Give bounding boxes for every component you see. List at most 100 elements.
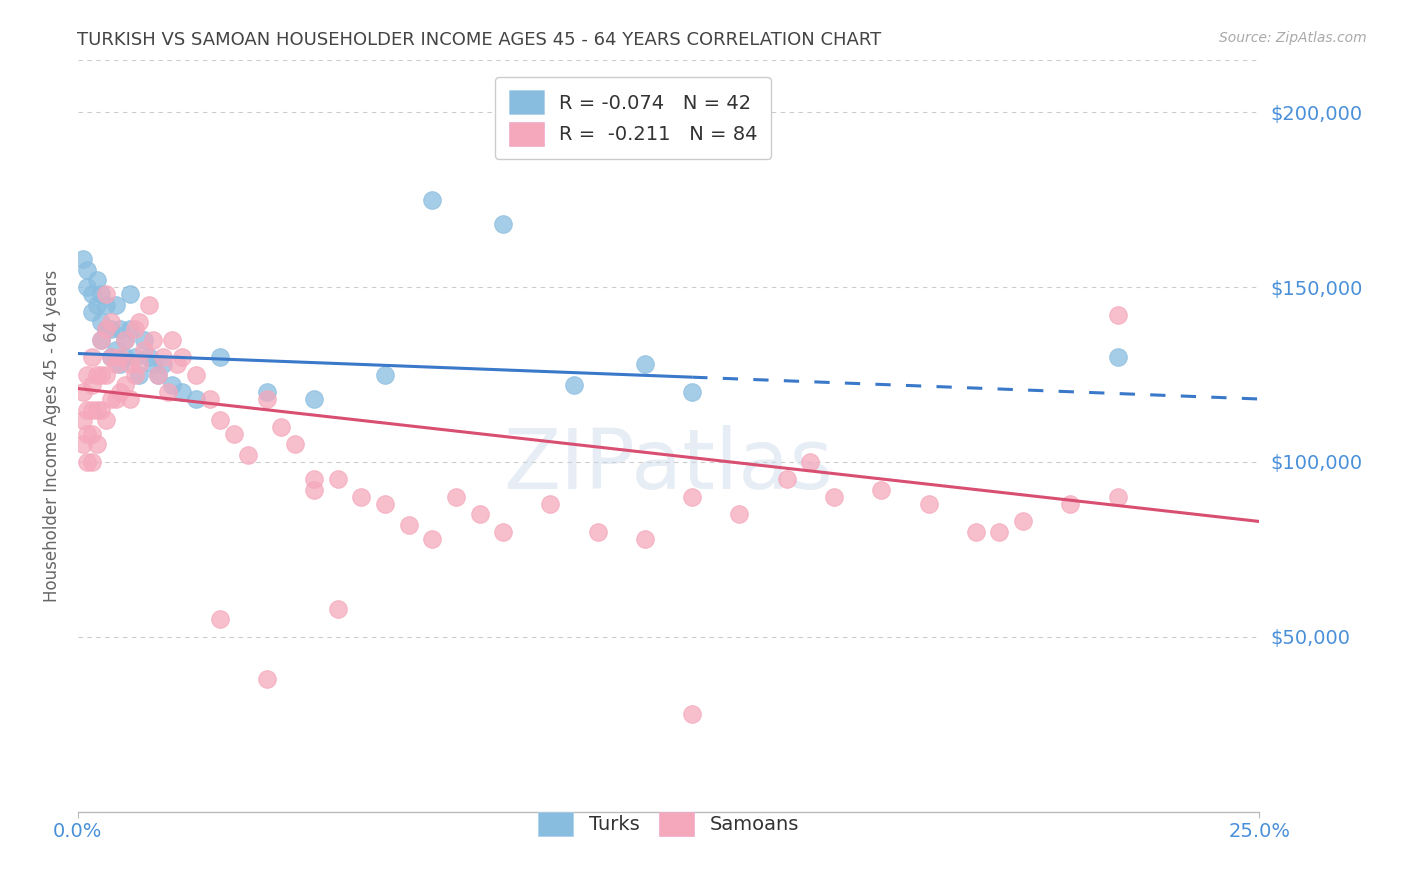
Point [236, 448, 259, 462]
Point [420, 532, 443, 546]
Point [152, 350, 174, 364]
Point [256, 384, 278, 399]
Point [492, 524, 515, 539]
Point [118, 287, 141, 301]
Point [284, 437, 307, 451]
Point [162, 333, 184, 347]
Point [86, 402, 108, 417]
Point [118, 392, 141, 406]
Point [80, 350, 103, 364]
Point [142, 333, 165, 347]
Point [100, 392, 122, 406]
Point [100, 350, 122, 364]
Point [76, 455, 98, 469]
Point [76, 368, 98, 382]
Point [104, 392, 127, 406]
Point [681, 384, 703, 399]
Point [72, 384, 94, 399]
Point [118, 322, 141, 336]
Text: ZIPatlas: ZIPatlas [503, 425, 834, 507]
Point [76, 280, 98, 294]
Point [138, 350, 160, 364]
Point [326, 602, 349, 616]
Point [198, 392, 221, 406]
Point [124, 350, 146, 364]
Point [142, 357, 165, 371]
Point [80, 402, 103, 417]
Point [634, 532, 657, 546]
Point [114, 333, 136, 347]
Point [94, 287, 117, 301]
Point [184, 392, 207, 406]
Point [114, 378, 136, 392]
Point [634, 357, 657, 371]
Point [538, 497, 561, 511]
Point [823, 490, 845, 504]
Point [256, 392, 278, 406]
Point [302, 473, 325, 487]
Point [118, 357, 141, 371]
Point [114, 333, 136, 347]
Point [1107, 308, 1129, 322]
Point [586, 524, 609, 539]
Point [302, 483, 325, 497]
Point [72, 413, 94, 427]
Point [90, 368, 112, 382]
Point [870, 483, 893, 497]
Point [80, 304, 103, 318]
Point [80, 427, 103, 442]
Point [1107, 490, 1129, 504]
Point [728, 508, 751, 522]
Point [681, 490, 703, 504]
Point [86, 437, 108, 451]
Point [100, 322, 122, 336]
Point [76, 427, 98, 442]
Point [132, 333, 155, 347]
Point [799, 455, 821, 469]
Point [184, 368, 207, 382]
Point [86, 368, 108, 382]
Point [128, 357, 150, 371]
Point [128, 368, 150, 382]
Point [398, 518, 420, 533]
Point [76, 262, 98, 277]
Point [444, 490, 467, 504]
Point [90, 333, 112, 347]
Point [124, 368, 146, 382]
Point [76, 402, 98, 417]
Point [132, 343, 155, 357]
Point [374, 497, 396, 511]
Point [256, 672, 278, 686]
Point [138, 297, 160, 311]
Point [1107, 350, 1129, 364]
Point [80, 378, 103, 392]
Point [208, 350, 231, 364]
Point [110, 357, 132, 371]
Point [94, 322, 117, 336]
Point [72, 437, 94, 451]
Point [170, 350, 193, 364]
Point [152, 357, 174, 371]
Point [492, 217, 515, 231]
Point [302, 392, 325, 406]
Point [104, 357, 127, 371]
Point [90, 333, 112, 347]
Point [156, 384, 179, 399]
Text: TURKISH VS SAMOAN HOUSEHOLDER INCOME AGES 45 - 64 YEARS CORRELATION CHART: TURKISH VS SAMOAN HOUSEHOLDER INCOME AGE… [77, 31, 882, 49]
Point [90, 402, 112, 417]
Point [208, 413, 231, 427]
Point [917, 497, 939, 511]
Point [124, 322, 146, 336]
Point [988, 524, 1011, 539]
Legend: Turks, Samoans: Turks, Samoans [530, 805, 807, 844]
Point [162, 378, 184, 392]
Y-axis label: Householder Income Ages 45 - 64 years: Householder Income Ages 45 - 64 years [44, 269, 60, 602]
Point [104, 343, 127, 357]
Point [146, 368, 169, 382]
Point [100, 350, 122, 364]
Point [80, 455, 103, 469]
Point [681, 706, 703, 721]
Point [326, 473, 349, 487]
Point [965, 524, 987, 539]
Point [374, 368, 396, 382]
